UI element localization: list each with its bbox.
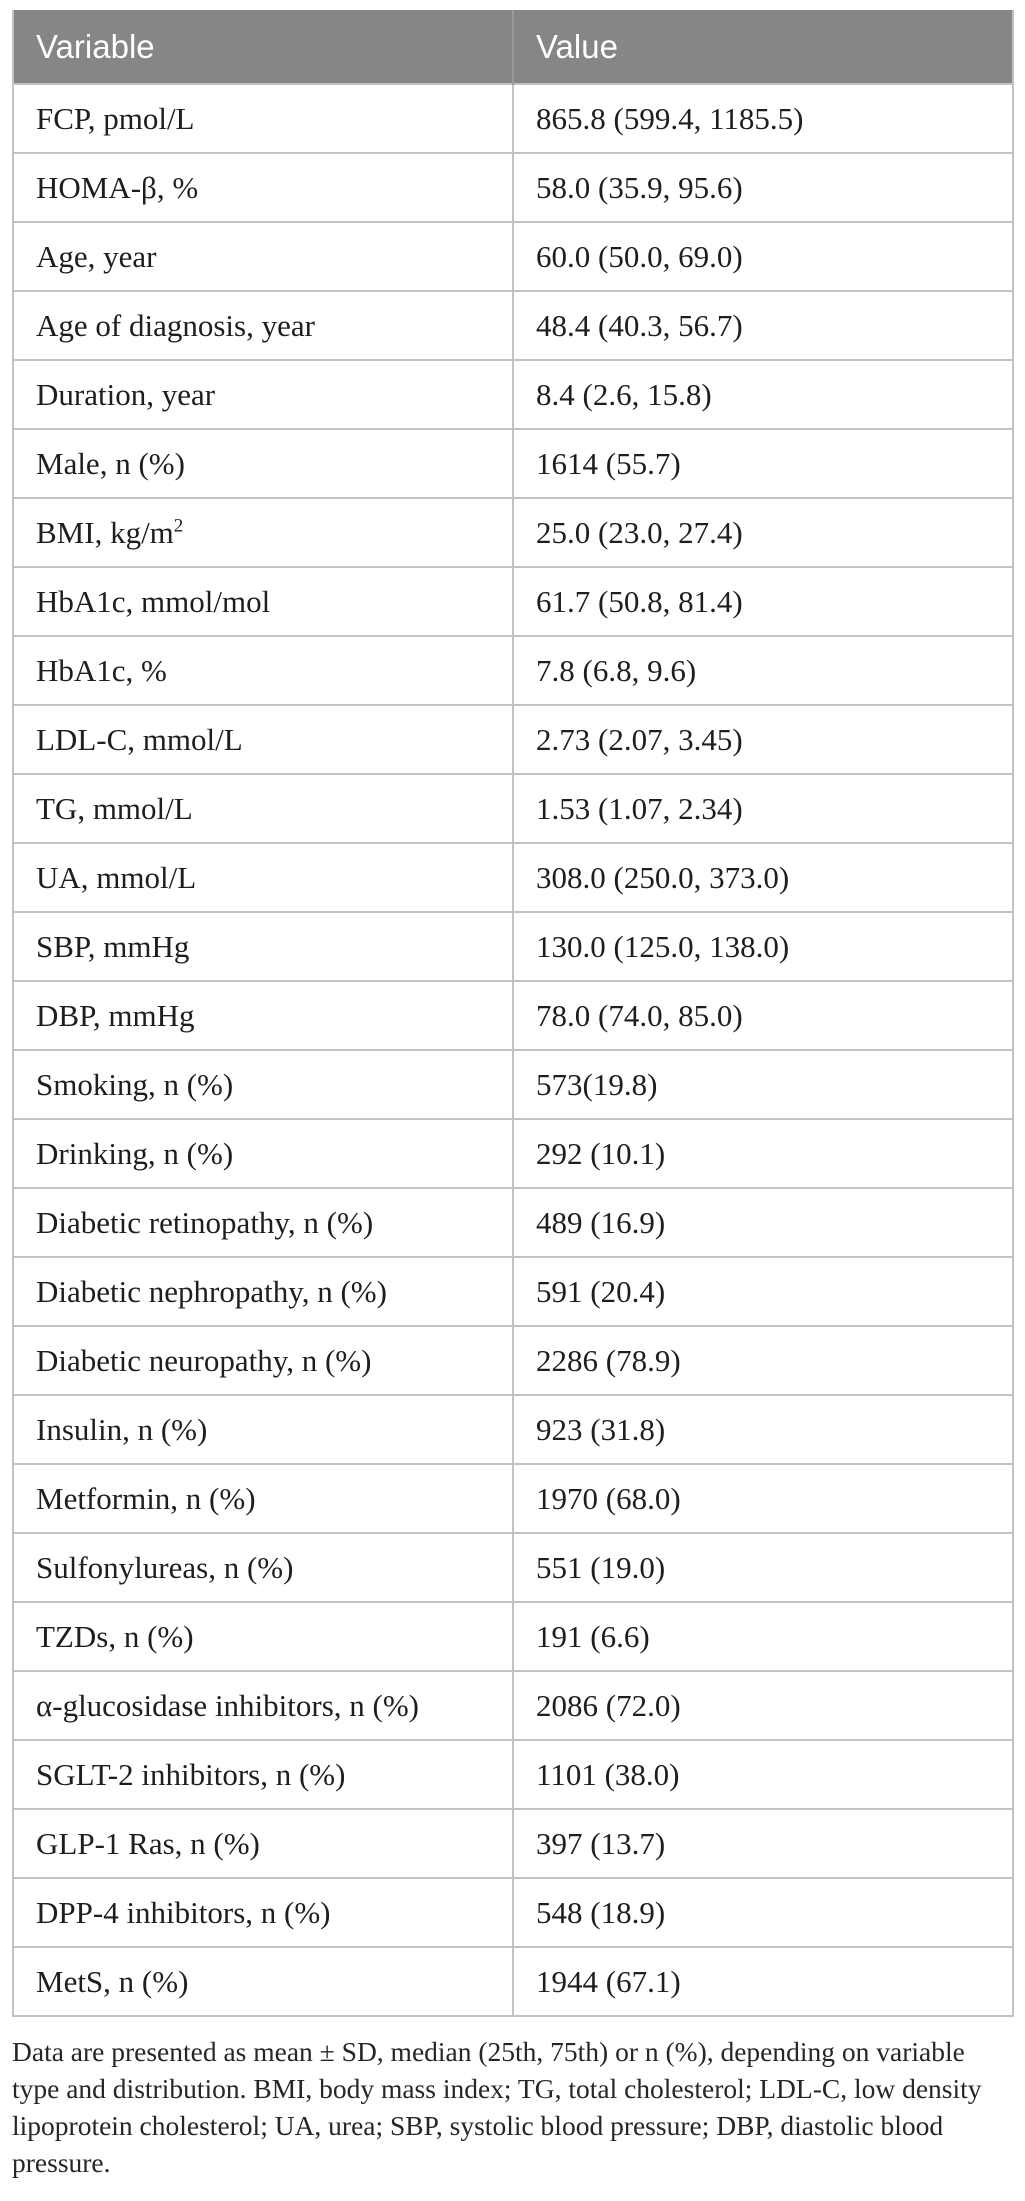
value-cell: 1101 (38.0) [512, 1739, 1013, 1809]
variable-cell: Age of diagnosis, year [13, 290, 513, 360]
variable-cell: TZDs, n (%) [13, 1601, 513, 1671]
value-cell: 548 (18.9) [512, 1877, 1013, 1947]
value-cell: 923 (31.8) [512, 1394, 1013, 1464]
variable-cell: Male, n (%) [13, 428, 513, 498]
value-cell: 1970 (68.0) [512, 1463, 1013, 1533]
variable-cell: Insulin, n (%) [13, 1394, 513, 1464]
table-row: BMI, kg/m2 25.0 (23.0, 27.4) [13, 497, 1013, 567]
baseline-characteristics-table: Variable Value FCP, pmol/L 865.8 (599.4, … [12, 10, 1014, 2017]
variable-cell: DPP-4 inhibitors, n (%) [13, 1877, 513, 1947]
header-row: Variable Value [13, 10, 1013, 84]
variable-cell: SBP, mmHg [13, 911, 513, 981]
value-cell: 61.7 (50.8, 81.4) [512, 566, 1013, 636]
value-cell: 308.0 (250.0, 373.0) [512, 842, 1013, 912]
value-cell: 573(19.8) [512, 1049, 1013, 1119]
variable-cell: Diabetic neuropathy, n (%) [13, 1325, 513, 1395]
table-row: TG, mmol/L 1.53 (1.07, 2.34) [13, 773, 1013, 843]
column-header-value: Value [512, 10, 1013, 84]
value-cell: 8.4 (2.6, 15.8) [512, 359, 1013, 429]
value-cell: 489 (16.9) [512, 1187, 1013, 1257]
variable-cell: LDL-C, mmol/L [13, 704, 513, 774]
variable-cell: HbA1c, mmol/mol [13, 566, 513, 636]
value-cell: 78.0 (74.0, 85.0) [512, 980, 1013, 1050]
table-row: DPP-4 inhibitors, n (%) 548 (18.9) [13, 1877, 1013, 1947]
variable-cell: TG, mmol/L [13, 773, 513, 843]
table-row: TZDs, n (%) 191 (6.6) [13, 1601, 1013, 1671]
table-row: Diabetic nephropathy, n (%) 591 (20.4) [13, 1256, 1013, 1326]
variable-cell: HbA1c, % [13, 635, 513, 705]
value-cell: 1.53 (1.07, 2.34) [512, 773, 1013, 843]
value-cell: 2.73 (2.07, 3.45) [512, 704, 1013, 774]
variable-cell: Diabetic retinopathy, n (%) [13, 1187, 513, 1257]
value-cell: 191 (6.6) [512, 1601, 1013, 1671]
table-row: α-glucosidase inhibitors, n (%) 2086 (72.… [13, 1670, 1013, 1740]
value-cell: 130.0 (125.0, 138.0) [512, 911, 1013, 981]
table-row: Diabetic retinopathy, n (%) 489 (16.9) [13, 1187, 1013, 1257]
table-row: Age of diagnosis, year 48.4 (40.3, 56.7) [13, 290, 1013, 360]
variable-cell: MetS, n (%) [13, 1946, 513, 2016]
variable-cell: UA, mmol/L [13, 842, 513, 912]
variable-cell: HOMA-β, % [13, 152, 513, 222]
variable-cell: Age, year [13, 221, 513, 291]
variable-cell: FCP, pmol/L [13, 83, 513, 153]
value-cell: 58.0 (35.9, 95.6) [512, 152, 1013, 222]
table-row: GLP-1 Ras, n (%) 397 (13.7) [13, 1808, 1013, 1878]
table-row: DBP, mmHg 78.0 (74.0, 85.0) [13, 980, 1013, 1050]
value-cell: 2286 (78.9) [512, 1325, 1013, 1395]
variable-cell: Metformin, n (%) [13, 1463, 513, 1533]
variable-cell: α-glucosidase inhibitors, n (%) [13, 1670, 513, 1740]
superscript: 2 [173, 515, 184, 537]
table-row: HbA1c, % 7.8 (6.8, 9.6) [13, 635, 1013, 705]
value-cell: 60.0 (50.0, 69.0) [512, 221, 1013, 291]
value-cell: 2086 (72.0) [512, 1670, 1013, 1740]
table-row: HbA1c, mmol/mol 61.7 (50.8, 81.4) [13, 566, 1013, 636]
variable-cell: DBP, mmHg [13, 980, 513, 1050]
variable-cell: Diabetic nephropathy, n (%) [13, 1256, 513, 1326]
variable-cell: SGLT-2 inhibitors, n (%) [13, 1739, 513, 1809]
table-row: Drinking, n (%) 292 (10.1) [13, 1118, 1013, 1188]
column-header-variable: Variable [13, 10, 513, 84]
value-cell: 551 (19.0) [512, 1532, 1013, 1602]
table-row: Insulin, n (%) 923 (31.8) [13, 1394, 1013, 1464]
value-cell: 1614 (55.7) [512, 428, 1013, 498]
table-row: MetS, n (%) 1944 (67.1) [13, 1946, 1013, 2016]
table-row: Diabetic neuropathy, n (%) 2286 (78.9) [13, 1325, 1013, 1395]
table-row: SBP, mmHg 130.0 (125.0, 138.0) [13, 911, 1013, 981]
table-row: LDL-C, mmol/L 2.73 (2.07, 3.45) [13, 704, 1013, 774]
value-cell: 591 (20.4) [512, 1256, 1013, 1326]
table-body: FCP, pmol/L 865.8 (599.4, 1185.5) HOMA-β, … [13, 83, 1013, 2016]
table-row: Duration, year 8.4 (2.6, 15.8) [13, 359, 1013, 429]
table-row: Metformin, n (%) 1970 (68.0) [13, 1463, 1013, 1533]
table-footnote: Data are presented as mean ± SD, median … [12, 2036, 982, 2178]
value-cell: 1944 (67.1) [512, 1946, 1013, 2016]
table-row: UA, mmol/L 308.0 (250.0, 373.0) [13, 842, 1013, 912]
table-row: Age, year 60.0 (50.0, 69.0) [13, 221, 1013, 291]
variable-cell: Sulfonylureas, n (%) [13, 1532, 513, 1602]
variable-cell: Drinking, n (%) [13, 1118, 513, 1188]
variable-cell: Smoking, n (%) [13, 1049, 513, 1119]
value-cell: 865.8 (599.4, 1185.5) [512, 83, 1013, 153]
variable-cell: Duration, year [13, 359, 513, 429]
value-cell: 397 (13.7) [512, 1808, 1013, 1878]
value-cell: 25.0 (23.0, 27.4) [512, 497, 1013, 567]
table-row: Sulfonylureas, n (%) 551 (19.0) [13, 1532, 1013, 1602]
variable-cell: GLP-1 Ras, n (%) [13, 1808, 513, 1878]
table-row: SGLT-2 inhibitors, n (%) 1101 (38.0) [13, 1739, 1013, 1809]
table-row: HOMA-β, % 58.0 (35.9, 95.6) [13, 152, 1013, 222]
value-cell: 7.8 (6.8, 9.6) [512, 635, 1013, 705]
table-row: FCP, pmol/L 865.8 (599.4, 1185.5) [13, 83, 1013, 153]
variable-cell: BMI, kg/m2 [13, 497, 513, 567]
table-row: Smoking, n (%) 573(19.8) [13, 1049, 1013, 1119]
value-cell: 48.4 (40.3, 56.7) [512, 290, 1013, 360]
table-row: Male, n (%) 1614 (55.7) [13, 428, 1013, 498]
value-cell: 292 (10.1) [512, 1118, 1013, 1188]
